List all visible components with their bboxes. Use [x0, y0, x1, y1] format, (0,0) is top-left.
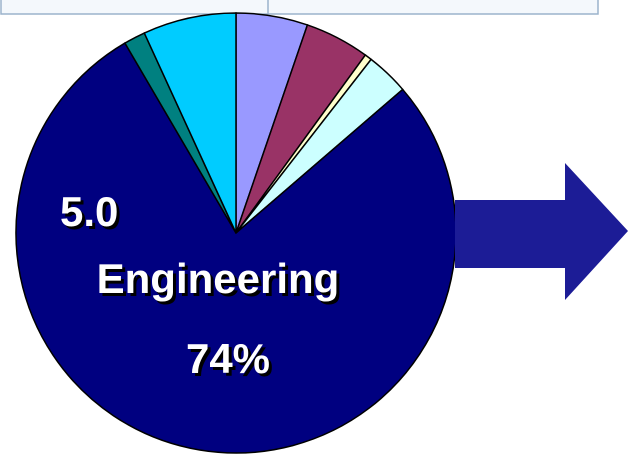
annotation-shadow: 5.0 — [63, 191, 121, 238]
value-label: 74% — [186, 335, 270, 382]
pie-slice — [143, 12, 237, 234]
annotation: 5.0 — [60, 188, 118, 235]
value-label-shadow: 74% — [189, 338, 273, 385]
slice-label: Engineering — [97, 255, 340, 302]
table-header — [0, 0, 599, 15]
slice-label-shadow: Engineering — [100, 258, 343, 305]
arrow — [455, 163, 628, 300]
